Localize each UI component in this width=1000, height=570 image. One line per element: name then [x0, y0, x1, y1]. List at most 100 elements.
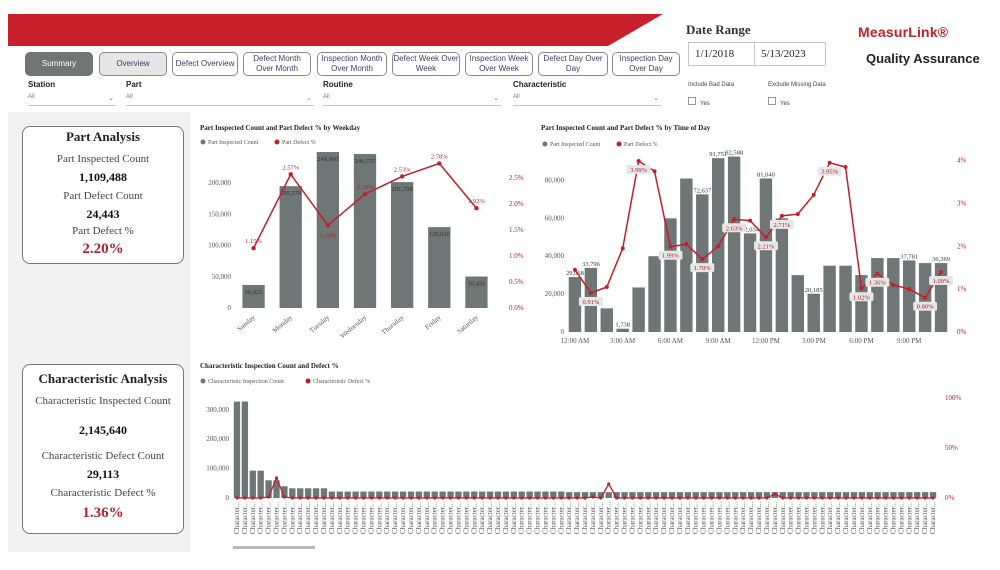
y2-axis-tick-label: 2%: [957, 242, 967, 250]
y-axis-tick-label: 300,000: [206, 406, 229, 414]
legend-pct-label: Part Defect %: [282, 139, 316, 146]
characteristic-bar: [692, 492, 699, 498]
defect-pct-point: [654, 496, 658, 500]
part-filter-select[interactable]: All ⌄: [126, 94, 314, 106]
hour-bar: [727, 156, 741, 332]
tab-inspection-week-over-week[interactable]: Inspection Week Over Week: [465, 52, 533, 76]
bar-data-label: 129,616: [429, 231, 451, 238]
characteristic-bar: [384, 491, 391, 498]
defect-pct-point: [725, 496, 729, 500]
measurlink-logo: MeasurLink®: [858, 24, 949, 40]
line-data-label: 2.78%: [431, 153, 448, 160]
tab-defect-week-over-week[interactable]: Defect Week Over Week: [392, 52, 460, 76]
bar-data-label: 1,738: [615, 322, 630, 329]
x-axis-tick-label: Character...: [771, 502, 779, 534]
bar-data-label: 91,751: [709, 151, 727, 158]
x-axis-tick-label: Character...: [502, 502, 510, 534]
x-axis-tick-label: 3:00 AM: [610, 337, 636, 343]
include-bad-data-checkbox[interactable]: Yes: [688, 92, 710, 110]
y-axis-tick-label: 40,000: [545, 252, 565, 260]
defect-pct-point: [433, 496, 437, 500]
defect-pct-point: [733, 496, 737, 500]
tab-defect-month-over-month[interactable]: Defect Month Over Month: [243, 52, 311, 76]
defect-pct-point: [361, 496, 366, 500]
line-data-label-bg: [849, 292, 874, 302]
tab-overview[interactable]: Overview: [99, 52, 167, 76]
defect-pct-point: [773, 492, 777, 496]
defect-pct-point: [354, 496, 358, 500]
defect-pct-point: [377, 496, 381, 500]
line-data-label-bg: [658, 250, 683, 260]
x-axis-tick-label: Character...: [589, 502, 597, 534]
defect-pct-point: [615, 496, 619, 500]
x-axis-tick-label: 9:00 AM: [706, 337, 732, 343]
defect-pct-point: [535, 496, 540, 500]
characteristic-bar: [613, 492, 620, 498]
defect-pct-point: [456, 496, 461, 500]
defect-pct-point: [393, 496, 397, 500]
defect-pct-point: [652, 169, 657, 174]
defect-pct-point: [765, 496, 769, 500]
defect-pct-point: [474, 205, 479, 211]
characteristic-bar: [740, 492, 747, 498]
tab-inspection-day-over-day[interactable]: Inspection Day Over Day: [612, 52, 680, 76]
tab-defect-day-over-day[interactable]: Defect Day Over Day: [538, 52, 608, 76]
characteristic-bar: [494, 491, 502, 498]
defect-pct-point: [235, 496, 239, 500]
start-date-input[interactable]: 1/1/2018: [688, 42, 760, 66]
hour-bar: [839, 265, 852, 332]
y-axis-tick-label: 0: [226, 494, 230, 502]
line-data-label: 2.21%: [758, 243, 775, 250]
legend-count-label: Characteristic Inspection Count: [208, 379, 284, 385]
defect-pct-point: [891, 282, 896, 287]
characteristic-filter-select[interactable]: All ⌄: [513, 94, 661, 106]
x-axis-tick-label: Character...: [668, 502, 676, 534]
routine-filter-select[interactable]: All ⌄: [323, 94, 501, 106]
characteristic-bar: [486, 491, 494, 498]
x-axis-tick-label: Character...: [921, 502, 929, 534]
defect-pct-point: [796, 496, 801, 500]
line-data-label-bg: [929, 276, 954, 285]
defect-pct-point: [399, 174, 405, 179]
tab-inspection-month-over-month[interactable]: Inspection Month Over Month: [317, 52, 387, 76]
station-filter-select[interactable]: All ⌄: [28, 94, 116, 106]
defect-pct-point: [686, 496, 690, 500]
line-data-label: 1.36%: [869, 280, 886, 287]
x-axis-tick-label: Character...: [802, 502, 810, 534]
x-axis-tick-label: Monday: [271, 313, 294, 334]
line-data-label: 3.95%: [821, 169, 838, 176]
hour-bar: [855, 275, 868, 332]
x-axis-tick-label: Character...: [850, 502, 858, 534]
characteristic-bar: [360, 491, 367, 498]
y2-axis-tick-label: 2.0%: [509, 200, 524, 208]
characteristic-bar: [376, 491, 383, 498]
characteristic-bar: [866, 492, 873, 498]
characteristic-bar: [233, 401, 241, 498]
y2-axis-tick-label: 50%: [945, 444, 958, 452]
defect-pct-point: [488, 496, 492, 500]
defect-pct-point: [694, 496, 698, 500]
defect-pct-point: [702, 496, 706, 500]
hour-bar: [648, 256, 661, 332]
defect-pct-point: [859, 286, 864, 291]
tab-summary[interactable]: Summary: [25, 52, 93, 76]
characteristic-bar: [795, 492, 802, 498]
weekday-bar: [279, 186, 302, 308]
x-axis-tick-label: Character...: [636, 502, 644, 534]
defect-pct-point: [732, 217, 737, 222]
x-axis-tick-label: Character...: [486, 502, 494, 534]
defect-pct-point: [646, 496, 650, 500]
end-date-input[interactable]: 5/13/2023: [754, 42, 826, 66]
x-axis-tick-label: Character...: [889, 502, 897, 534]
x-axis-tick-label: Character...: [763, 502, 771, 534]
tab-defect-overview[interactable]: Defect Overview: [172, 52, 238, 76]
line-data-label-bg: [690, 263, 715, 273]
defect-pct-point: [868, 496, 872, 500]
exclude-missing-data-checkbox[interactable]: Yes: [768, 92, 790, 110]
y2-axis-tick-label: 0.0%: [509, 304, 524, 312]
routine-filter-value: All: [323, 94, 330, 100]
defect-pct-point: [290, 496, 294, 500]
horizontal-scrollbar[interactable]: [233, 546, 315, 549]
x-axis-tick-label: Character...: [842, 502, 850, 534]
bar-data-label: 246,755: [354, 158, 375, 165]
